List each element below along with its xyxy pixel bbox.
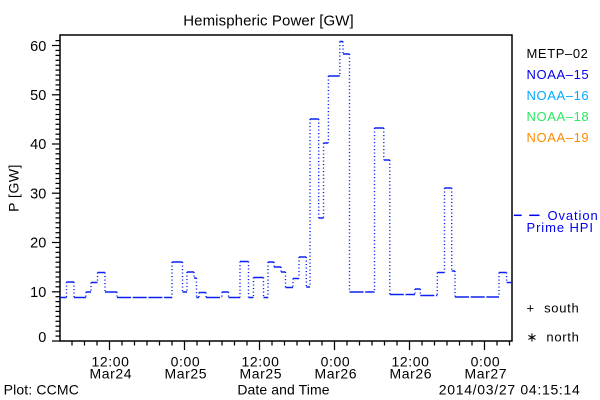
svg-text:Plot: CCMC: Plot: CCMC	[4, 381, 79, 397]
svg-text:12:00: 12:00	[241, 354, 279, 370]
svg-text:Mar27: Mar27	[464, 366, 507, 382]
svg-text:+ south: + south	[527, 300, 580, 315]
svg-text:10: 10	[30, 285, 46, 301]
svg-text:Mar25: Mar25	[239, 366, 282, 382]
svg-text:Date and Time: Date and Time	[237, 381, 329, 397]
svg-text:50: 50	[30, 88, 46, 104]
svg-text:Hemispheric Power [GW]: Hemispheric Power [GW]	[183, 12, 354, 29]
svg-text:NOAA–15: NOAA–15	[527, 67, 590, 82]
svg-text:Ovation: Ovation	[548, 208, 599, 223]
svg-text:40: 40	[30, 137, 46, 153]
svg-text:NOAA–19: NOAA–19	[527, 130, 590, 145]
svg-text:Mar26: Mar26	[314, 366, 357, 382]
svg-text:30: 30	[30, 187, 46, 203]
svg-text:12:00: 12:00	[91, 354, 129, 370]
svg-text:Mar26: Mar26	[389, 366, 432, 382]
svg-text:0:00: 0:00	[321, 354, 351, 370]
svg-text:NOAA–16: NOAA–16	[527, 88, 590, 103]
svg-text:12:00: 12:00	[391, 354, 429, 370]
svg-text:∗ north: ∗ north	[527, 330, 580, 345]
svg-text:Prime HPI: Prime HPI	[527, 220, 594, 235]
svg-text:2014/03/27 04:15:14: 2014/03/27 04:15:14	[439, 381, 581, 397]
svg-text:0: 0	[38, 330, 46, 346]
svg-text:Mar24: Mar24	[89, 366, 132, 382]
svg-text:60: 60	[30, 39, 46, 55]
svg-text:0:00: 0:00	[171, 354, 201, 370]
svg-text:NOAA–18: NOAA–18	[527, 109, 590, 124]
svg-text:20: 20	[30, 236, 46, 252]
svg-text:P [GW]: P [GW]	[6, 164, 22, 212]
svg-text:METP–02: METP–02	[527, 46, 589, 61]
svg-text:0:00: 0:00	[471, 354, 501, 370]
svg-text:Mar25: Mar25	[164, 366, 207, 382]
